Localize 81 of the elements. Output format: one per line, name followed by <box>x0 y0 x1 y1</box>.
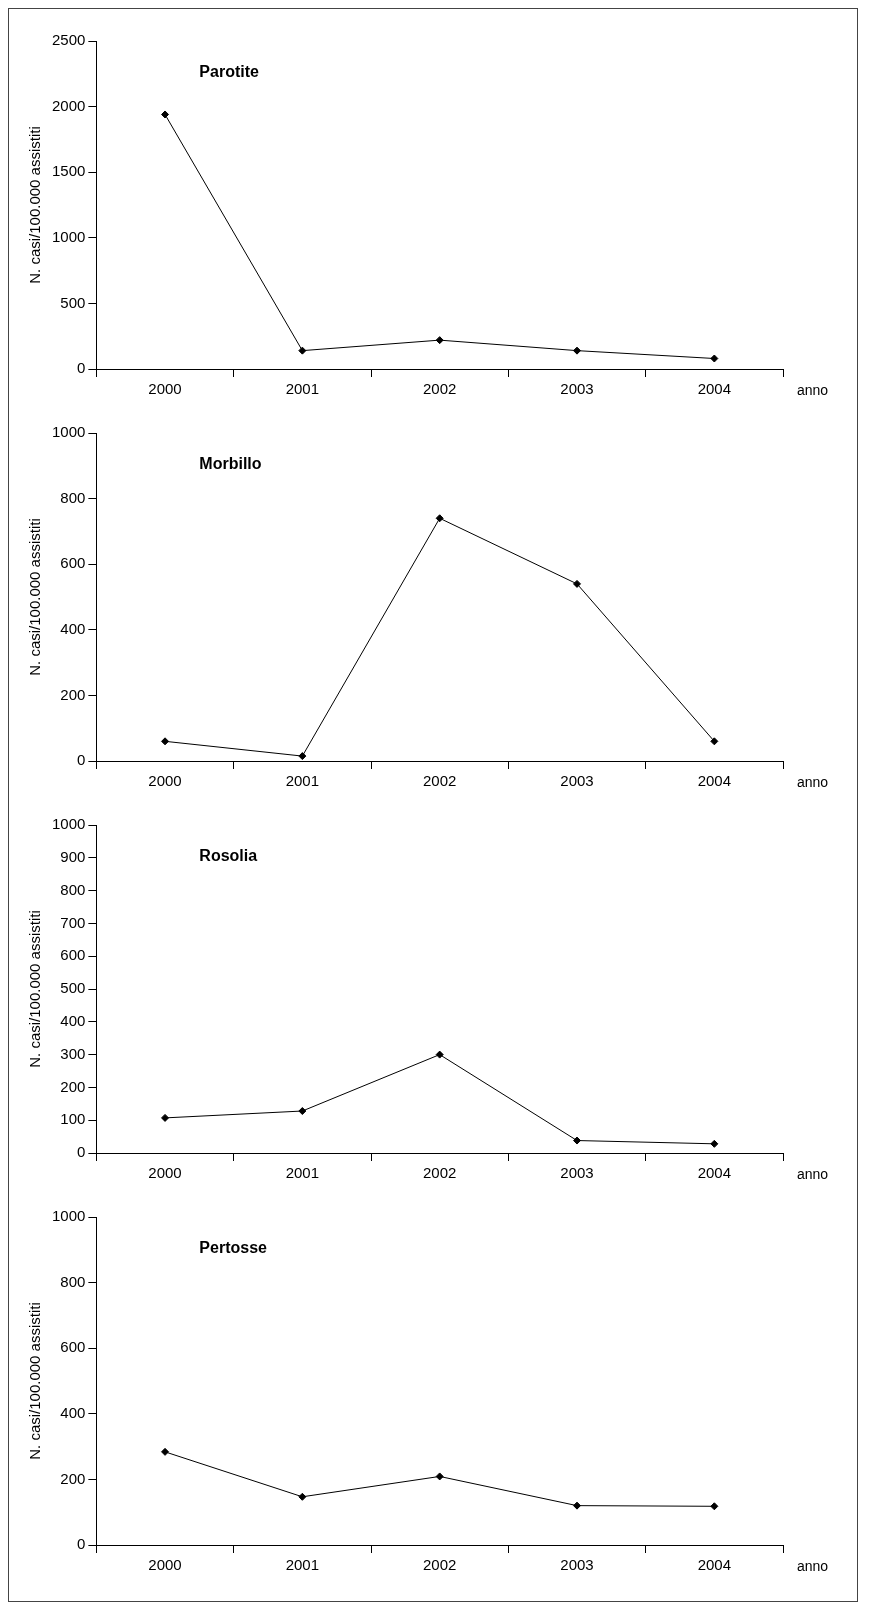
point <box>161 110 170 119</box>
text: Morbillo <box>199 455 262 473</box>
x-tick-label: 2004 <box>697 1164 732 1182</box>
y-tick-label: 400 <box>60 1011 86 1029</box>
point <box>298 346 307 355</box>
x-tick-label: 2002 <box>423 1164 457 1182</box>
y-axis-title: N. casi/100.000 assistiti <box>26 126 44 284</box>
point <box>435 1472 444 1481</box>
y-tick-label: 200 <box>60 1077 86 1095</box>
point <box>298 1107 307 1116</box>
x-tick-label: 2002 <box>423 772 457 790</box>
x-tick-label: 2000 <box>148 1556 182 1574</box>
y-tick-label: 800 <box>60 880 86 898</box>
point <box>435 1050 444 1059</box>
x-axis-title: anno <box>797 381 829 398</box>
text: Rosolia <box>199 847 258 865</box>
point <box>573 346 582 355</box>
y-tick-label: 500 <box>60 293 86 311</box>
y-tick-label: 1000 <box>51 1207 86 1225</box>
text: Parotite <box>199 63 260 81</box>
x-tick-label: 2003 <box>560 1556 594 1574</box>
point <box>710 354 719 363</box>
x-tick-label: 2003 <box>560 772 594 790</box>
y-tick-label: 0 <box>77 751 86 769</box>
y-tick-label: 900 <box>60 847 86 865</box>
y-tick-label: 800 <box>60 1272 86 1290</box>
point <box>710 1139 719 1148</box>
y-tick-label: 400 <box>60 1403 86 1421</box>
x-tick-label: 2003 <box>560 380 594 398</box>
point <box>710 737 719 746</box>
x-tick-label: 2001 <box>285 380 320 398</box>
x-tick-label: 2004 <box>697 1556 732 1574</box>
y-tick-label: 0 <box>77 1535 86 1553</box>
x-tick-label: 2000 <box>148 1164 182 1182</box>
point <box>161 1447 170 1456</box>
point <box>435 336 444 345</box>
y-tick-label: 600 <box>60 946 86 964</box>
y-tick-label: 1000 <box>51 227 86 245</box>
y-tick-label: 400 <box>60 619 86 637</box>
x-tick-label: 2001 <box>285 772 320 790</box>
point <box>298 752 307 761</box>
y-tick-label: 300 <box>60 1044 86 1062</box>
point <box>573 579 582 588</box>
x-tick-label: 2004 <box>697 772 732 790</box>
x-tick-label: 2000 <box>148 380 182 398</box>
point <box>435 514 444 523</box>
x-tick-label: 2002 <box>423 1556 457 1574</box>
x-tick-label: 2001 <box>285 1164 320 1182</box>
y-tick-label: 1500 <box>51 162 86 180</box>
y-tick-label: 800 <box>60 488 86 506</box>
y-tick-label: 600 <box>60 554 86 572</box>
y-tick-label: 200 <box>60 1469 86 1487</box>
y-tick-label: 200 <box>60 685 86 703</box>
y-axis-title: N. casi/100.000 assistiti <box>26 910 44 1068</box>
x-tick-label: 2003 <box>560 1164 594 1182</box>
y-tick-label: 500 <box>60 979 86 997</box>
x-tick-label: 2004 <box>697 380 732 398</box>
point <box>161 1113 170 1122</box>
point <box>573 1501 582 1510</box>
y-tick-label: 700 <box>60 913 86 931</box>
x-axis-title: anno <box>797 1557 829 1574</box>
y-tick-label: 1000 <box>51 815 86 833</box>
y-tick-label: 100 <box>60 1110 86 1128</box>
x-axis-title: anno <box>797 1165 829 1182</box>
y-tick-label: 1000 <box>51 423 86 441</box>
y-axis-title: N. casi/100.000 assistiti <box>26 518 44 676</box>
point <box>573 1136 582 1145</box>
point <box>710 1502 719 1511</box>
y-axis-title: N. casi/100.000 assistiti <box>26 1302 44 1460</box>
y-tick-label: 0 <box>77 359 86 377</box>
y-tick-label: 2500 <box>51 31 86 49</box>
x-tick-label: 2001 <box>285 1556 320 1574</box>
point <box>298 1492 307 1501</box>
x-axis-title: anno <box>797 773 829 790</box>
y-tick-label: 0 <box>77 1143 86 1161</box>
x-tick-label: 2002 <box>423 380 457 398</box>
point <box>161 737 170 746</box>
y-tick-label: 600 <box>60 1338 86 1356</box>
text: Pertosse <box>199 1239 268 1257</box>
y-tick-label: 2000 <box>51 96 86 114</box>
x-tick-label: 2000 <box>148 772 182 790</box>
